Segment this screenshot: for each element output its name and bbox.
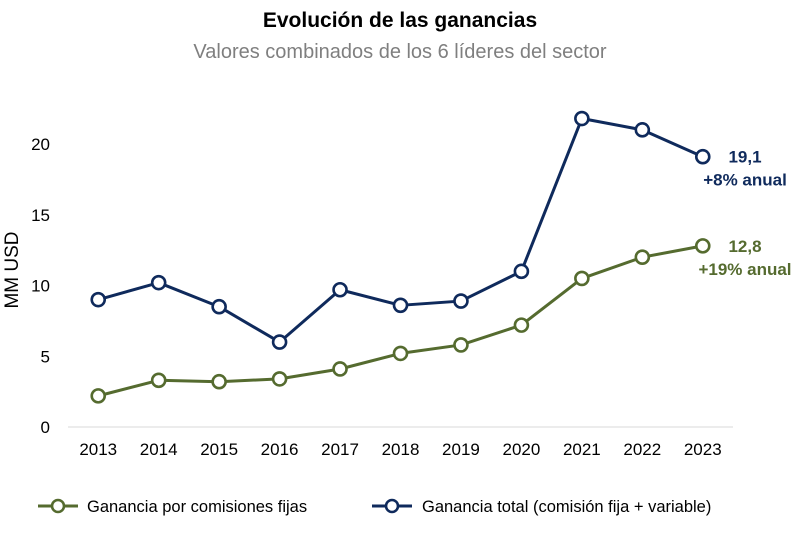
- chart-subtitle: Valores combinados de los 6 líderes del …: [193, 41, 607, 63]
- data-point: [90, 388, 107, 404]
- data-point: [332, 281, 348, 298]
- chart-title: Evolución de las ganancias: [263, 9, 537, 32]
- data-point: [694, 238, 711, 254]
- x-tick-label: 2015: [200, 440, 238, 459]
- end-value-label: 19,1: [728, 148, 761, 167]
- legend-item: Ganancia por comisiones fijas: [38, 498, 307, 516]
- y-tick-label: 5: [41, 347, 50, 366]
- x-tick-label: 2017: [321, 440, 359, 459]
- data-point: [453, 293, 469, 309]
- x-tick-label: 2023: [684, 440, 722, 459]
- legend-label: Ganancia por comisiones fijas: [87, 498, 307, 516]
- data-point: [211, 373, 227, 390]
- data-point: [634, 249, 651, 266]
- x-tick-label: 2021: [563, 440, 601, 459]
- data-point: [332, 361, 348, 377]
- data-point: [574, 110, 590, 127]
- x-tick-label: 2014: [140, 440, 178, 459]
- y-tick-label: 15: [31, 206, 50, 225]
- end-annotations: 12,8 +19% anual 19,1 +8% anual: [698, 148, 791, 279]
- data-point: [392, 345, 409, 362]
- x-tick-label: 2020: [502, 440, 540, 459]
- data-point: [392, 297, 409, 314]
- end-value-label: 12,8: [728, 237, 761, 256]
- x-tick-label: 2019: [442, 440, 480, 459]
- legend-marker: [50, 498, 66, 514]
- series-line: [97, 244, 704, 398]
- legend: Ganancia por comisiones fijas Ganancia to…: [38, 498, 711, 516]
- end-growth-label: +8% anual: [703, 171, 787, 190]
- x-tick-label: 2022: [623, 440, 661, 459]
- data-point: [694, 148, 711, 165]
- data-point: [90, 291, 107, 308]
- data-point: [513, 263, 530, 280]
- series-total-earnings: [90, 110, 711, 350]
- data-point: [453, 337, 469, 353]
- x-tick-label: 2016: [261, 440, 299, 459]
- legend-item: Ganancia total (comisión fija + variable…: [372, 498, 711, 516]
- y-axis-label: MM USD: [2, 231, 23, 308]
- x-tick-label: 2018: [382, 440, 420, 459]
- data-point: [634, 122, 651, 138]
- data-point: [574, 270, 590, 287]
- series-layer: [90, 110, 711, 404]
- data-point: [513, 317, 530, 333]
- legend-marker: [384, 498, 400, 514]
- data-point: [271, 334, 288, 350]
- data-point: [211, 298, 227, 315]
- y-tick-label: 10: [31, 277, 50, 296]
- data-point: [271, 371, 288, 387]
- legend-label: Ganancia total (comisión fija + variable…: [422, 498, 711, 516]
- end-growth-label: +19% anual: [698, 260, 791, 279]
- x-axis-ticks: 2013 2014 2015 2016 2017 2018 2019 2020 2021 2022…: [79, 440, 721, 459]
- y-axis-ticks: 0 5 10 15 20: [31, 135, 50, 437]
- x-tick-label: 2013: [79, 440, 117, 459]
- data-point: [150, 372, 167, 389]
- data-point: [150, 274, 167, 291]
- y-tick-label: 0: [41, 418, 50, 437]
- y-tick-label: 20: [31, 135, 50, 154]
- series-fixed-commissions: [90, 238, 711, 404]
